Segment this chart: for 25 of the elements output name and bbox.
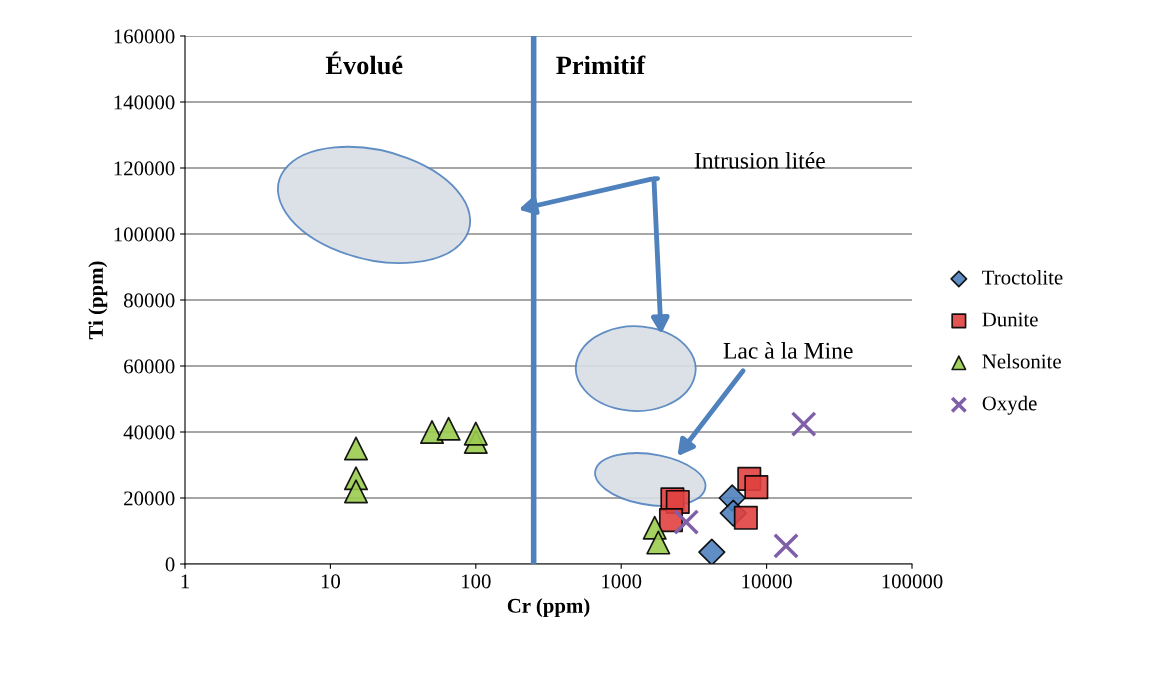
y-tick-label: 140000	[114, 95, 175, 110]
y-tick-label: 20000	[124, 491, 175, 506]
legend-label: Dunite	[982, 312, 1038, 327]
y-tick-label: 40000	[123, 425, 175, 440]
annotation: Primitif	[556, 55, 646, 75]
annotation: Intrusion litée	[694, 151, 825, 169]
legend-label: Troctolite	[982, 269, 1063, 285]
y-tick-label: 100000	[114, 227, 175, 242]
x-tick-label: 100000	[882, 574, 943, 589]
y-tick-label: 160000	[114, 29, 175, 44]
annotation: Évolué	[325, 51, 403, 75]
x-axis-title: Cr (ppm)	[507, 598, 590, 618]
y-tick-label: 60000	[124, 359, 175, 374]
x-tick-label: 10000	[742, 574, 792, 589]
y-tick-label: 0	[165, 557, 175, 572]
y-tick-label: 80000	[123, 293, 175, 308]
x-tick-label: 1000	[602, 574, 642, 589]
x-tick-label: 10	[321, 574, 341, 589]
annotation: Lac à la Mine	[723, 342, 853, 359]
y-axis-title: Ti (ppm)	[88, 261, 108, 340]
x-tick-label: 100	[462, 574, 491, 589]
y-tick-label: 120000	[114, 161, 175, 176]
legend-label: Nelsonite	[982, 353, 1061, 369]
x-tick-label: 1	[181, 574, 189, 589]
legend-label: Oxyde	[982, 395, 1037, 415]
